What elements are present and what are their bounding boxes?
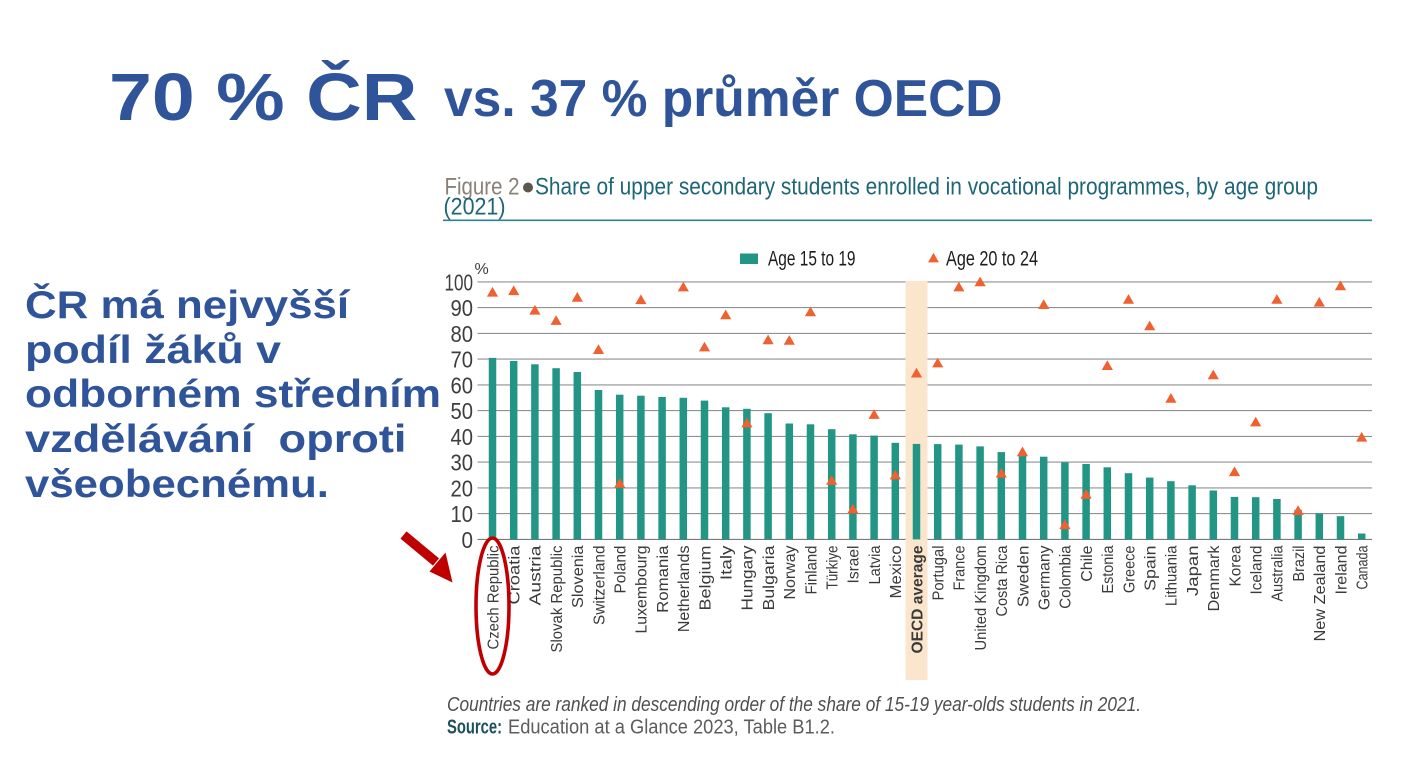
svg-text:New Zealand: New Zealand [1312, 546, 1329, 642]
svg-text:Share of upper secondary stude: Share of upper secondary students enroll… [535, 173, 1318, 200]
svg-text:Chile: Chile [1079, 546, 1096, 582]
svg-text:OECD average: OECD average [909, 545, 926, 653]
svg-text:0: 0 [462, 527, 474, 553]
svg-text:Canada: Canada [1355, 545, 1372, 589]
svg-text:80: 80 [451, 321, 474, 347]
svg-text:Poland: Poland [613, 546, 630, 594]
svg-text:70: 70 [451, 347, 474, 373]
svg-text:10: 10 [451, 501, 474, 527]
svg-text:Latvia: Latvia [867, 545, 884, 584]
svg-text:60: 60 [451, 372, 474, 398]
svg-text:United Kingdom: United Kingdom [973, 546, 990, 651]
svg-text:Italy: Italy [719, 545, 736, 580]
svg-text:Greece: Greece [1121, 546, 1138, 594]
svg-text:Slovak Republic: Slovak Republic [549, 545, 566, 652]
svg-text:Luxembourg: Luxembourg [634, 546, 651, 634]
svg-text:Mexico: Mexico [888, 546, 905, 599]
svg-text:Brazil: Brazil [1291, 546, 1308, 582]
svg-text:Austria: Austria [528, 545, 545, 606]
svg-text:30: 30 [451, 450, 474, 476]
svg-text:50: 50 [451, 398, 474, 424]
svg-text:Costa Rica: Costa Rica [994, 545, 1011, 616]
svg-text:90: 90 [451, 295, 474, 321]
svg-text:Switzerland: Switzerland [591, 546, 608, 626]
svg-text:20: 20 [451, 475, 474, 501]
svg-text:Czech Republic: Czech Republic [485, 545, 502, 649]
svg-text:Iceland: Iceland [1249, 546, 1266, 595]
svg-text:Source:: Source: [447, 717, 502, 739]
svg-text:Netherlands: Netherlands [676, 545, 693, 632]
svg-text:Denmark: Denmark [1206, 545, 1223, 611]
svg-text:Slovenia: Slovenia [570, 545, 587, 608]
svg-text:Colombia: Colombia [1058, 545, 1075, 609]
svg-text:40: 40 [451, 424, 474, 450]
svg-text:Portugal: Portugal [931, 546, 948, 601]
svg-text:Estonia: Estonia [1100, 545, 1117, 593]
svg-text:%: % [475, 261, 489, 278]
svg-text:Lithuania: Lithuania [1164, 545, 1181, 606]
svg-text:Türkiye: Türkiye [825, 546, 842, 590]
svg-text:Sweden: Sweden [1015, 546, 1032, 608]
svg-text:Germany: Germany [1037, 545, 1054, 610]
svg-text:Bulgaria: Bulgaria [761, 545, 778, 611]
svg-text:Finland: Finland [803, 546, 820, 595]
svg-text:100: 100 [445, 269, 474, 295]
svg-text:Hungary: Hungary [740, 545, 757, 610]
svg-text:Education at a Glance 2023, Ta: Education at a Glance 2023, Table B1.2. [508, 717, 835, 739]
svg-text:Figure 2: Figure 2 [445, 173, 520, 200]
svg-text:Age 20 to 24: Age 20 to 24 [946, 248, 1038, 271]
svg-text:Australia: Australia [1270, 545, 1287, 601]
svg-text:France: France [952, 546, 969, 591]
svg-text:Norway: Norway [782, 545, 799, 599]
svg-text:Belgium: Belgium [697, 546, 714, 611]
svg-text:Korea: Korea [1227, 545, 1244, 586]
svg-text:Israel: Israel [846, 546, 863, 584]
svg-text:Romania: Romania [655, 545, 672, 613]
svg-text:Age 15 to 19: Age 15 to 19 [768, 248, 856, 271]
svg-text:Spain: Spain [1143, 546, 1160, 591]
svg-text:(2021): (2021) [444, 194, 506, 221]
svg-text:Ireland: Ireland [1333, 546, 1350, 595]
svg-text:Countries are ranked in descen: Countries are ranked in descending order… [447, 694, 1141, 716]
svg-text:Croatia: Croatia [507, 545, 524, 605]
svg-text:Japan: Japan [1185, 546, 1202, 597]
